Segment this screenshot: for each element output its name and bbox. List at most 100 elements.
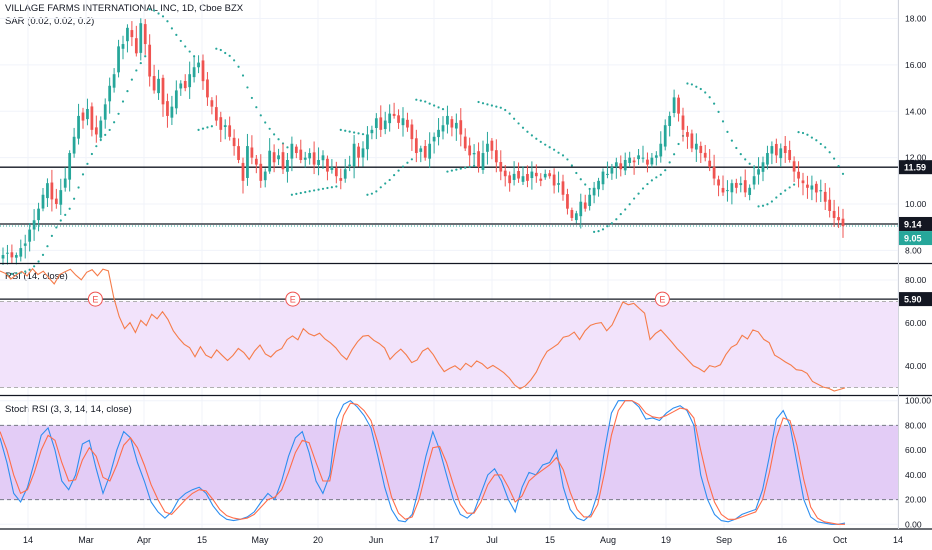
candle-body: [214, 107, 218, 121]
earnings-marker[interactable]: [285, 291, 301, 307]
candle-body: [730, 183, 734, 193]
sar-dot: [250, 96, 253, 100]
candle-body: [241, 162, 245, 181]
sar-dot: [379, 186, 382, 189]
sar-dot: [401, 165, 405, 168]
candle-body: [41, 194, 45, 209]
candle-body: [726, 190, 729, 192]
time-axis-label: Sep: [716, 535, 732, 545]
candle-body: [86, 108, 89, 120]
sar-dot: [477, 100, 480, 104]
rsi-legend: RSI (14, close): [5, 271, 68, 282]
candle-body: [134, 38, 138, 54]
sar-dot: [224, 51, 227, 55]
sar-dot: [775, 196, 778, 199]
time-axis: 14 Mar Apr 15 May 20 Jun 17 Jul 15 Aug 19 Sep 16 Oct 14: [23, 535, 903, 545]
sar-dot: [610, 222, 613, 225]
candle-body: [534, 172, 538, 177]
sar-dot: [561, 154, 565, 157]
sar-dot: [295, 192, 298, 195]
candle-body: [272, 152, 276, 163]
candle-body: [410, 124, 414, 140]
sar-dot: [321, 187, 325, 190]
candle-body: [130, 30, 134, 38]
candle-body: [619, 163, 623, 170]
candle-body: [68, 153, 72, 180]
price-axis-tick-label: 16.00: [905, 60, 927, 70]
sar-dot: [544, 143, 547, 146]
candle-body: [743, 180, 747, 193]
candle-body: [339, 178, 343, 181]
candle-body: [681, 115, 685, 130]
sar-dot: [455, 168, 458, 171]
sar-dot: [233, 59, 236, 62]
candle-body: [539, 178, 543, 181]
candle-body: [201, 60, 205, 82]
candle-body: [641, 157, 645, 159]
sar-dot: [539, 140, 542, 143]
sar-dot: [695, 85, 698, 88]
sar-dot: [797, 131, 800, 134]
candle-body: [814, 183, 818, 193]
sar-dot: [828, 151, 831, 154]
sar-dot: [397, 169, 400, 172]
candle-body: [326, 158, 329, 172]
sar-dot: [486, 103, 489, 106]
sar-dot: [575, 171, 578, 175]
sar-dot: [726, 130, 729, 133]
candle-body: [321, 155, 325, 161]
sar-dot: [690, 83, 693, 86]
sar-dot: [108, 128, 111, 132]
sar-dot: [615, 218, 618, 221]
earnings-marker-label: E: [290, 295, 296, 305]
sar-dot: [126, 90, 129, 93]
sar-dot: [535, 137, 538, 140]
candle-body: [157, 78, 160, 94]
sar-dot: [348, 130, 351, 133]
candle-body: [112, 74, 116, 88]
candle-body: [268, 150, 272, 172]
earnings-marker-label: E: [659, 295, 665, 305]
stoch-axis-tick-label: 100.00: [905, 396, 931, 406]
earnings-marker[interactable]: [87, 291, 103, 307]
candle-body: [383, 120, 387, 130]
candle-body: [432, 136, 436, 142]
candle-body: [286, 159, 289, 172]
sar-dot: [304, 191, 307, 194]
sar-dot: [113, 121, 116, 124]
price-axis: 8.00 10.00 12.00 14.00 16.00 18.00 40.00 60.00 8…: [905, 14, 931, 530]
time-axis-label: 20: [313, 535, 323, 545]
sar-dot: [735, 146, 738, 150]
candle-body: [28, 229, 32, 242]
sar-dot: [344, 129, 347, 132]
candle-body: [526, 173, 529, 181]
candle-body: [192, 67, 196, 78]
sar-dot: [117, 112, 120, 115]
earnings-marker[interactable]: [654, 291, 670, 307]
candle-body: [37, 208, 40, 221]
candle-body: [646, 159, 649, 165]
sar-dot: [184, 45, 187, 48]
sar-dot: [824, 146, 827, 149]
sar-dot: [121, 100, 125, 103]
candle-body: [59, 190, 63, 205]
sar-dot: [766, 203, 769, 206]
candle-body: [166, 101, 169, 116]
sar-dot: [161, 15, 165, 18]
candle-body: [841, 218, 845, 227]
sar-dot: [677, 142, 680, 146]
sar-dot: [521, 126, 525, 129]
sar-dot: [441, 108, 445, 111]
sar-dot: [579, 178, 582, 181]
sar-dot: [290, 193, 293, 196]
sar-dot: [833, 157, 836, 160]
candle-body: [797, 171, 800, 179]
sar-dot: [739, 153, 742, 156]
sar-dot: [175, 33, 178, 37]
candle-body: [597, 180, 600, 190]
time-axis-label: 14: [23, 535, 33, 545]
sar-dot: [659, 173, 662, 176]
candle-body: [477, 151, 480, 167]
